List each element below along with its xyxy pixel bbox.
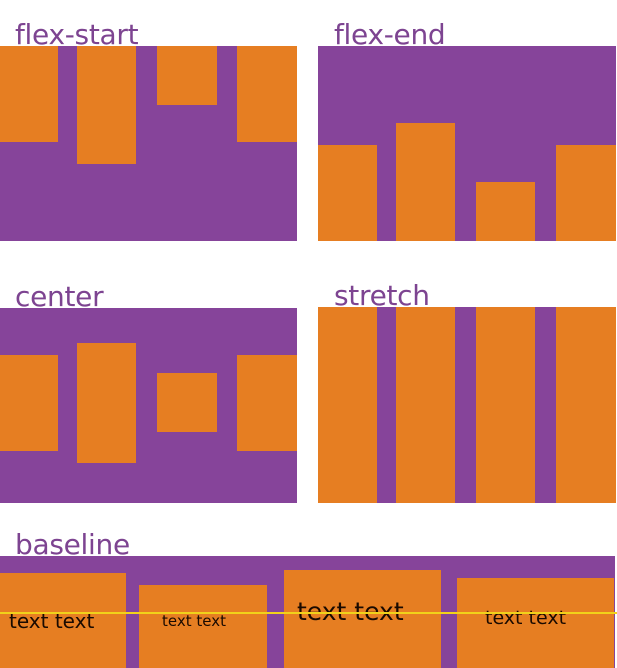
flex-item-1	[318, 307, 377, 503]
baseline-item-text: text text	[162, 612, 226, 630]
stretch-title: stretch	[334, 279, 430, 312]
baseline-container: text text text text text text text text	[0, 556, 615, 668]
flex-item-3	[157, 46, 217, 105]
center-container	[0, 308, 297, 503]
flex-item-1	[0, 46, 58, 142]
flex-start-container	[0, 46, 297, 241]
baseline-item-1: text text	[0, 573, 126, 668]
flex-item-4	[237, 355, 297, 451]
flex-end-title: flex-end	[334, 18, 446, 51]
flex-item-4	[556, 145, 616, 241]
baseline-item-3: text text	[284, 570, 441, 668]
baseline-item-2: text text	[139, 585, 267, 668]
flex-item-1	[0, 355, 58, 451]
flex-item-3	[157, 373, 217, 432]
stretch-container	[318, 307, 616, 503]
flex-item-3	[476, 307, 535, 503]
baseline-item-4: text text	[457, 578, 614, 668]
flex-item-1	[318, 145, 377, 241]
flex-item-4	[237, 46, 297, 142]
baseline-item-text: text text	[297, 597, 404, 626]
flex-item-3	[476, 182, 535, 241]
flex-item-2	[77, 343, 136, 463]
center-title: center	[15, 280, 104, 313]
baseline-indicator-line	[0, 612, 617, 614]
flex-item-2	[396, 307, 455, 503]
baseline-item-text: text text	[485, 607, 567, 629]
flex-start-title: flex-start	[15, 18, 139, 51]
flex-item-4	[556, 307, 616, 503]
flex-item-2	[77, 46, 136, 164]
flex-end-container	[318, 46, 616, 241]
baseline-title: baseline	[15, 528, 130, 561]
flex-item-2	[396, 123, 455, 241]
